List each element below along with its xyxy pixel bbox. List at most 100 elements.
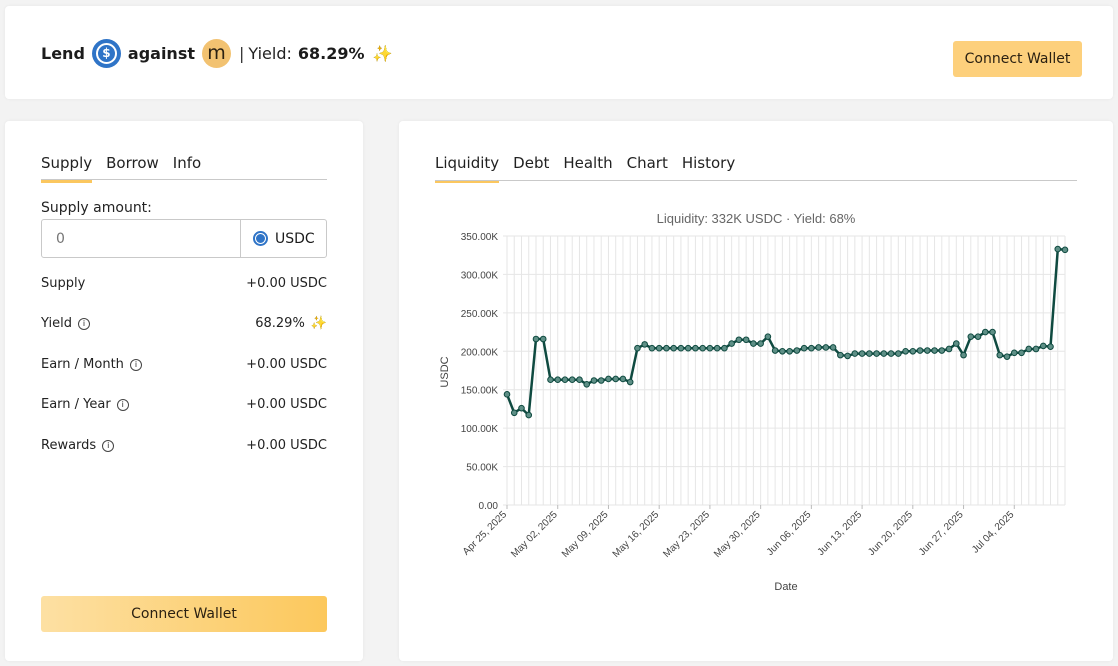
data-point [924, 347, 931, 354]
supply-tabs: Supply Borrow Info [41, 154, 215, 183]
data-point [952, 340, 960, 347]
y-tick-label: 300.00K [461, 270, 499, 281]
data-point [547, 376, 554, 384]
data-point [597, 377, 605, 384]
stat-value: 68.29% [255, 316, 305, 331]
data-point [1018, 349, 1025, 357]
connect-wallet-button[interactable]: Connect Wallet [953, 41, 1082, 77]
tab-liquidity[interactable]: Liquidity [435, 154, 500, 183]
data-point [808, 344, 815, 352]
data-point [800, 344, 808, 352]
data-point [539, 335, 547, 343]
stat-label: Yield [41, 316, 72, 331]
stat-row-earn-month: Earn / Month i +0.00 USDC [41, 357, 327, 372]
data-point [677, 344, 685, 352]
sparkle-icon: ✨ [310, 316, 327, 331]
lend-label: Lend [41, 43, 85, 63]
header-card: Lend $ against m | Yield: 68.29% ✨ Conne… [5, 6, 1113, 99]
data-point [568, 376, 576, 384]
data-point [1003, 353, 1011, 360]
data-point [706, 344, 714, 352]
x-tick-label: Jun 20, 2025 [866, 509, 915, 558]
supply-amount-input[interactable] [42, 220, 240, 257]
data-point [822, 344, 830, 351]
x-tick-label: Jun 27, 2025 [917, 509, 966, 558]
data-point [851, 350, 859, 357]
y-tick-label: 200.00K [461, 347, 499, 358]
stat-row-yield: Yield i 68.29% ✨ [41, 316, 327, 331]
data-point [518, 404, 525, 412]
connect-wallet-button[interactable]: Connect Wallet [41, 596, 327, 632]
x-tick-label: May 09, 2025 [560, 509, 611, 560]
x-tick-label: Jun 13, 2025 [816, 509, 865, 558]
info-icon[interactable]: i [116, 398, 129, 411]
data-point [837, 351, 844, 359]
data-point [895, 350, 902, 357]
data-point [858, 350, 866, 357]
y-tick-label: 0.00 [479, 501, 499, 512]
data-point [641, 341, 648, 348]
yield-label: Yield: [248, 43, 292, 63]
unit-label: USDC [275, 230, 315, 247]
tab-info[interactable]: Info [172, 154, 202, 172]
tab-borrow[interactable]: Borrow [106, 154, 159, 172]
supply-panel: Supply Borrow Info Supply amount: USDC S… [5, 121, 363, 661]
tab-divider [435, 180, 1077, 181]
data-point [866, 350, 873, 357]
y-tick-label: 250.00K [461, 309, 499, 320]
data-point [938, 347, 946, 354]
data-point [583, 381, 591, 388]
market-title: Lend $ against m | Yield: 68.29% ✨ [41, 38, 392, 68]
supply-amount-label: Supply amount: [41, 200, 152, 216]
data-point [829, 344, 837, 351]
tab-divider [41, 179, 327, 180]
x-tick-label: May 02, 2025 [509, 509, 560, 560]
data-point [931, 347, 938, 354]
data-point [1061, 246, 1069, 254]
data-point [699, 344, 706, 352]
usdc-coin-icon: $ [91, 38, 121, 68]
stat-label: Earn / Year [41, 397, 111, 412]
data-point [887, 350, 895, 357]
x-axis-label: Date [774, 581, 797, 593]
against-label: against [127, 43, 195, 63]
supply-amount-field: USDC [41, 219, 327, 258]
y-tick-label: 50.00K [466, 463, 498, 474]
data-point [532, 335, 540, 343]
data-point [742, 336, 750, 344]
data-point [670, 344, 677, 352]
data-point [989, 328, 996, 336]
data-point [735, 336, 743, 344]
data-point [757, 340, 764, 347]
data-point [815, 344, 822, 351]
x-tick-label: May 23, 2025 [661, 509, 712, 560]
x-tick-label: May 16, 2025 [611, 509, 662, 560]
tab-debt[interactable]: Debt [513, 154, 550, 172]
info-icon[interactable]: i [129, 358, 142, 371]
tab-chart[interactable]: Chart [626, 154, 668, 172]
y-tick-label: 100.00K [461, 424, 499, 435]
y-tick-label: 150.00K [461, 386, 499, 397]
data-point [692, 344, 699, 352]
info-icon[interactable]: i [77, 317, 90, 330]
data-point [945, 345, 953, 353]
stat-label: Supply [41, 276, 86, 291]
data-point [525, 411, 533, 419]
stat-row-rewards: Rewards i +0.00 USDC [41, 438, 327, 453]
y-tick-label: 350.00K [461, 232, 499, 243]
liquidity-chart: Liquidity: 332K USDC · Yield: 68% USDC D… [439, 211, 1069, 593]
x-tick-label: May 30, 2025 [712, 509, 763, 560]
data-point [909, 347, 917, 355]
data-point [728, 340, 735, 347]
yield-value: 68.29% [297, 43, 365, 63]
data-point [619, 375, 627, 383]
data-point [902, 347, 909, 355]
data-point [590, 377, 598, 384]
x-tick-label: Apr 25, 2025 [461, 509, 510, 558]
info-icon[interactable]: i [102, 439, 115, 452]
tab-history[interactable]: History [681, 154, 736, 172]
data-point [750, 340, 757, 347]
tab-health[interactable]: Health [563, 154, 613, 172]
x-tick-label: Jun 06, 2025 [765, 509, 814, 558]
tab-supply[interactable]: Supply [41, 154, 93, 183]
